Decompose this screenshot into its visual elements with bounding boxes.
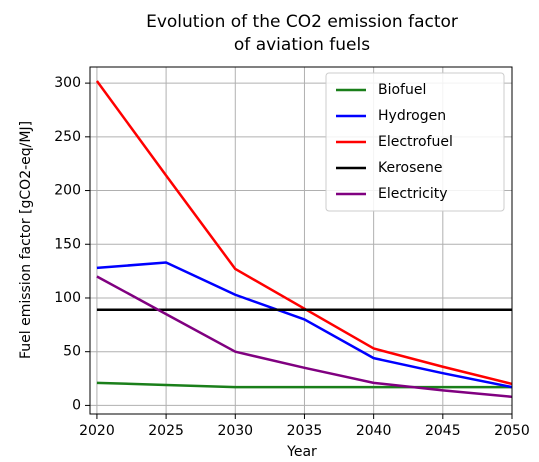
x-tick-label: 2030: [217, 423, 253, 439]
line-series: [96, 261, 513, 389]
legend-label: Electricity: [378, 186, 448, 202]
legend-label: Hydrogen: [378, 108, 446, 124]
y-tick-label: 150: [54, 236, 81, 252]
x-tick-label: 2050: [494, 423, 530, 439]
y-axis-label: Fuel emission factor [gCO2-eq/MJ]: [18, 121, 34, 359]
legend-label: Kerosene: [378, 160, 443, 176]
chart-title: of aviation fuels: [234, 35, 370, 55]
line-series: [96, 275, 513, 399]
y-tick-label: 250: [54, 129, 81, 145]
y-tick-label: 200: [54, 183, 81, 199]
line-series: [96, 381, 512, 389]
legend-label: Electrofuel: [378, 134, 453, 150]
x-tick-label: 2045: [425, 423, 461, 439]
chart-title: Evolution of the CO2 emission factor: [146, 12, 458, 32]
x-tick-label: 2035: [287, 423, 323, 439]
x-tick-label: 2025: [148, 423, 184, 439]
y-tick-label: 0: [72, 397, 81, 413]
y-tick-label: 100: [54, 290, 81, 306]
y-tick-label: 300: [54, 75, 81, 91]
x-tick-label: 2040: [356, 423, 392, 439]
legend-label: Biofuel: [378, 82, 426, 98]
x-tick-label: 2020: [79, 423, 115, 439]
plot-frame: [89, 66, 513, 415]
y-tick-label: 50: [63, 344, 81, 360]
x-axis-label: Year: [286, 444, 317, 460]
legend-box: [325, 72, 505, 212]
